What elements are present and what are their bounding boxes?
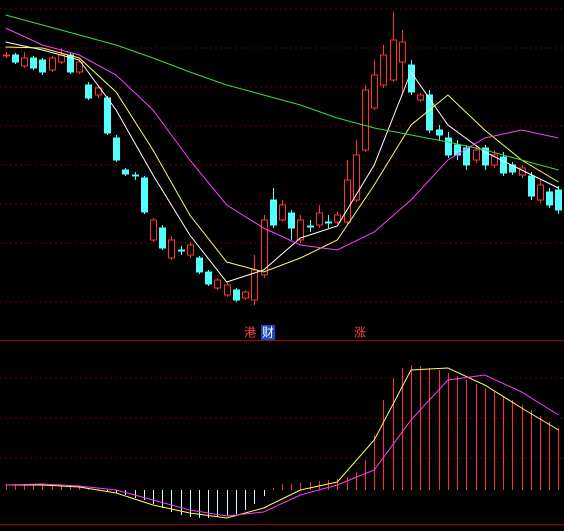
candle-body (187, 244, 194, 256)
candle-body (12, 54, 19, 63)
candle-body (178, 249, 185, 252)
candle-body (251, 269, 258, 301)
candle-body (454, 144, 461, 156)
candle-body (122, 169, 129, 175)
candle-body (168, 239, 175, 259)
candle-body (325, 221, 332, 224)
indicator-line (5, 46, 559, 273)
candle-body (408, 64, 415, 93)
candle-body (67, 54, 74, 73)
candle-body (95, 87, 102, 96)
candle-body (307, 225, 314, 228)
candle-body (76, 61, 83, 73)
candle-body (150, 219, 157, 241)
candle-body (21, 57, 28, 67)
annotation: 涨 (354, 325, 366, 340)
candle-body (417, 94, 424, 101)
candle-body (371, 74, 378, 109)
candle-body (49, 57, 56, 71)
candle-body (353, 154, 360, 201)
candle-body (224, 284, 231, 296)
candle-body (362, 89, 369, 151)
candle-body (39, 59, 46, 73)
candle-body (390, 39, 397, 81)
indicator-line (5, 14, 559, 171)
candle-body (141, 177, 148, 213)
candle-body (30, 57, 37, 69)
candle-body (334, 214, 341, 223)
candle-body (537, 184, 544, 201)
candle-body (482, 147, 489, 166)
candle-body (546, 191, 553, 206)
indicator-line (5, 27, 559, 251)
candle-body (380, 54, 387, 86)
candle-body (463, 147, 470, 166)
candle-body (85, 84, 92, 99)
candle-body (196, 257, 203, 273)
candle-body (297, 219, 304, 241)
candle-body (344, 179, 351, 223)
candle-body (500, 156, 507, 174)
candle-body (288, 212, 295, 229)
candle-body (205, 271, 212, 285)
candle-body (104, 97, 111, 134)
candle-body (159, 227, 166, 249)
candle-body (233, 289, 240, 301)
annotation-bg (261, 325, 275, 340)
candle-body (242, 291, 249, 299)
grid (0, 8, 564, 525)
candle-body (270, 199, 277, 226)
indicator-line (5, 41, 559, 283)
candle-body (509, 164, 516, 173)
annotation: 港 (244, 326, 256, 340)
indicator-line (5, 374, 559, 517)
candle-body (279, 204, 286, 221)
candle-body (528, 175, 535, 197)
annotation: 财 (262, 326, 274, 340)
candle-body (3, 54, 10, 57)
indicator-line (5, 367, 559, 519)
candle-body (214, 279, 221, 289)
candle-body (473, 149, 480, 161)
candle-body (399, 41, 406, 63)
candle-body (436, 129, 443, 136)
candle-body (555, 189, 562, 211)
candle-body (426, 94, 433, 131)
candle-body (132, 174, 139, 177)
candle-body (113, 137, 120, 161)
candle-body (316, 212, 323, 226)
candle-body (261, 219, 268, 276)
candle-body (491, 154, 498, 166)
candle-body (445, 137, 452, 156)
